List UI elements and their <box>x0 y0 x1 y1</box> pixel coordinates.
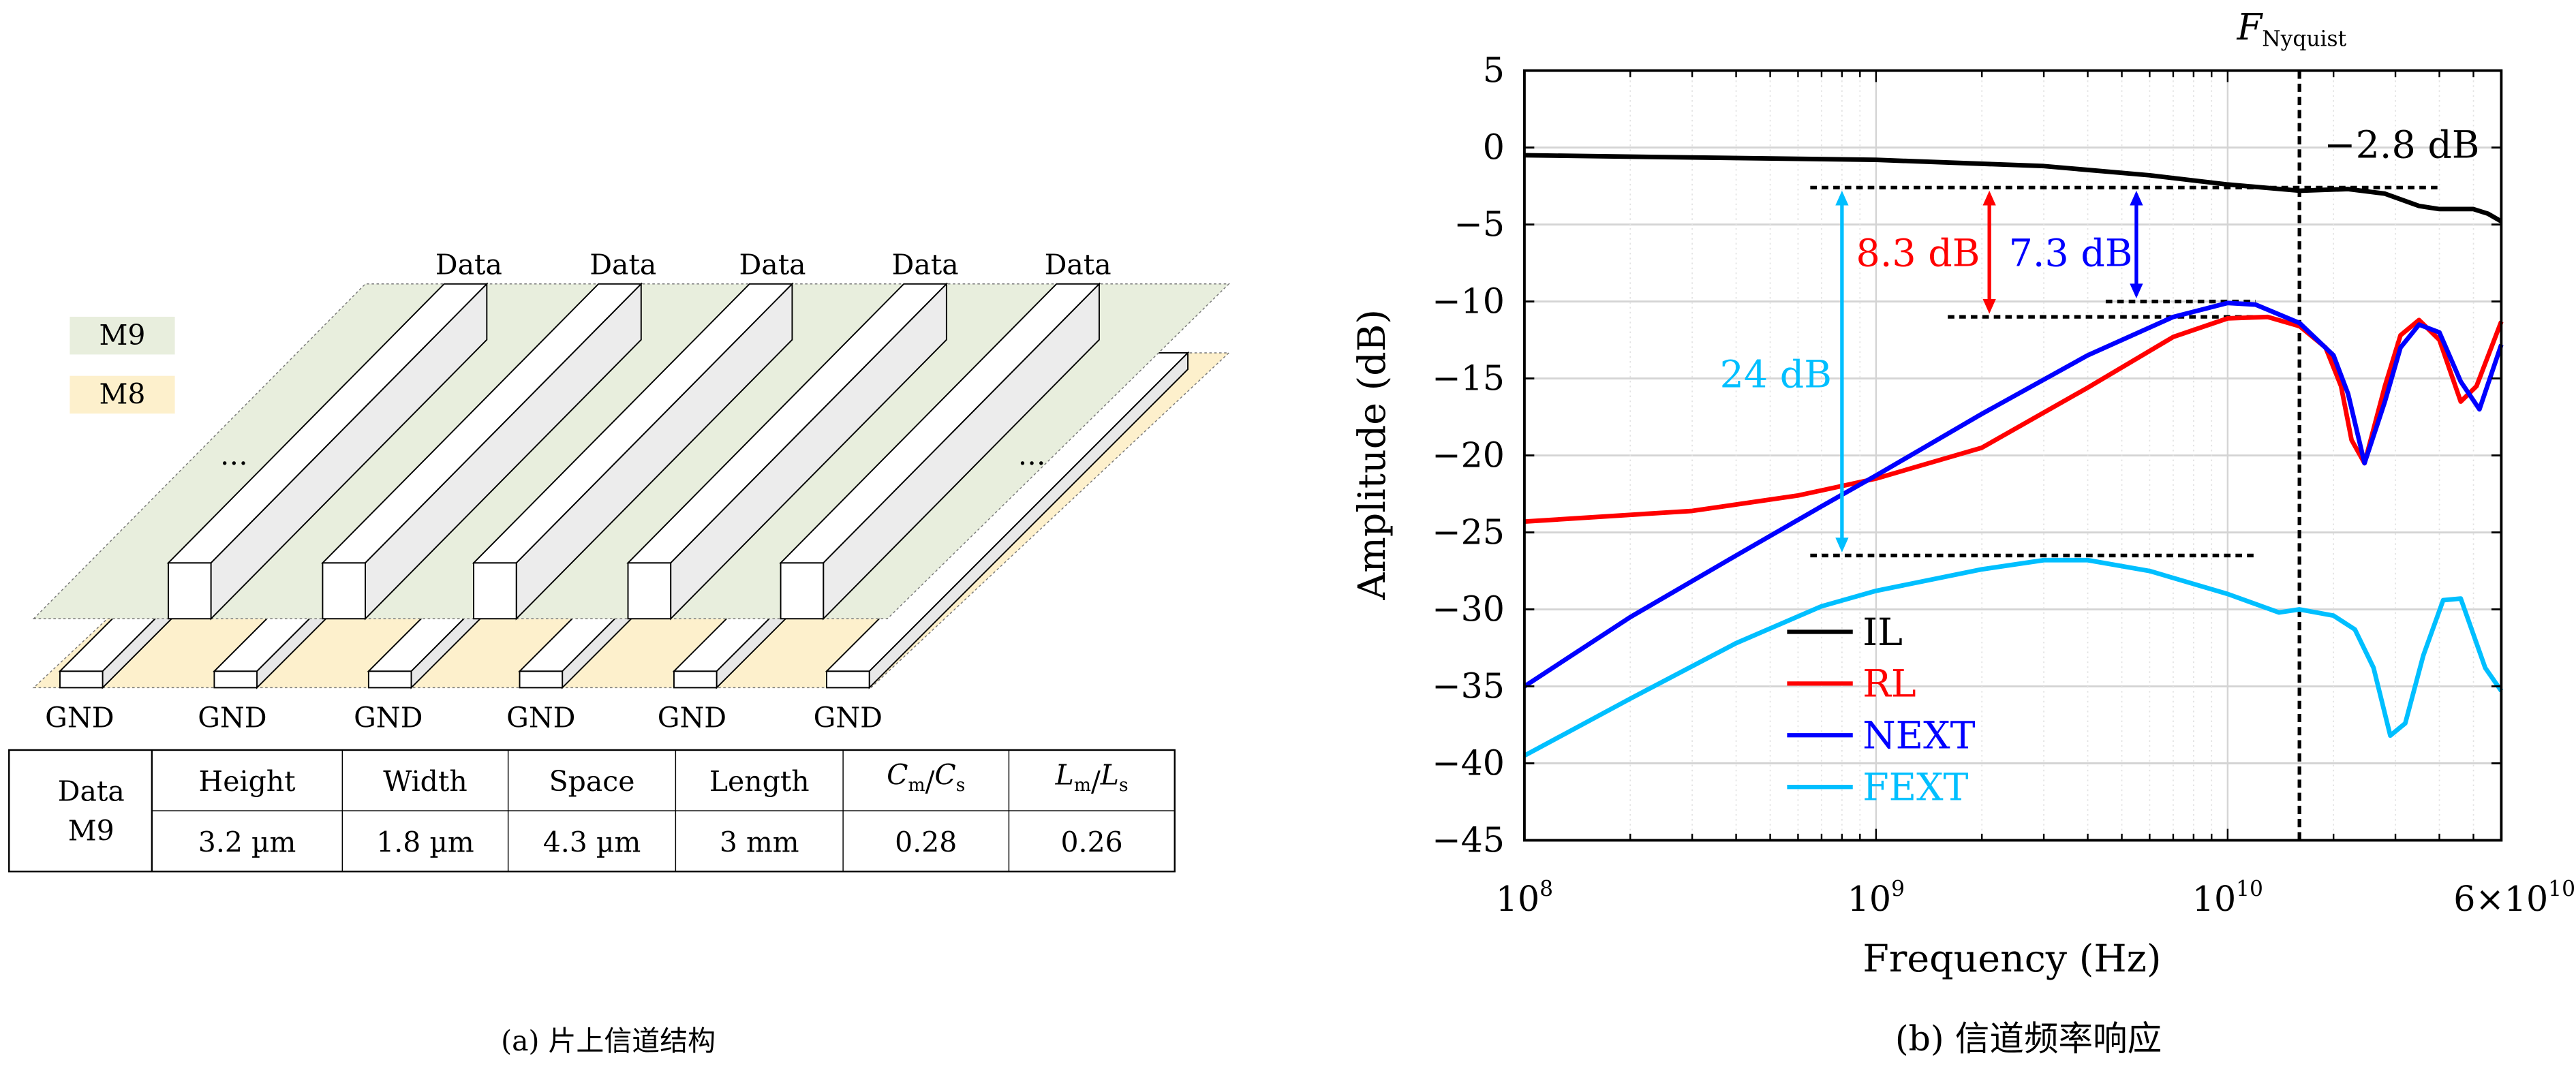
frequency-response-chart: 24 dB 8.3 dB 7.3 dB 5 0 −5 −10 −15 −20 −25 −30 −35… <box>1351 7 2575 1059</box>
table-header: Width <box>383 765 467 798</box>
y-tick-label: −20 <box>1432 435 1505 475</box>
table-row-header-m9: M9 <box>68 814 114 847</box>
y-tick-label: −15 <box>1432 358 1505 398</box>
legend-label: IL <box>1862 611 1903 655</box>
legend-item-rl: RL <box>1787 663 1916 706</box>
gap-arrow <box>2130 190 2143 299</box>
gnd-label: GND <box>45 701 114 734</box>
legend-item-next: NEXT <box>1787 715 1976 758</box>
gap-label: 24 dB <box>1720 354 1832 397</box>
legend-label: RL <box>1862 663 1916 706</box>
table-header: Length <box>709 765 810 798</box>
data-label: Data <box>1045 248 1111 281</box>
y-tick-label: 0 <box>1483 127 1505 167</box>
data-label: Data <box>892 248 959 281</box>
gnd-label: GND <box>506 701 575 734</box>
data-conductor <box>779 282 1101 621</box>
y-tick-label: −40 <box>1432 743 1505 783</box>
series-fext-line <box>1523 557 2504 758</box>
x-axis-label: Frequency (Hz) <box>1862 937 2161 981</box>
gnd-label: GND <box>658 701 726 734</box>
il-at-nyquist-annotation: −2.8 dB <box>2324 123 2479 167</box>
legend-m8-swatch <box>70 375 175 414</box>
table-header: Lm/Ls <box>1055 759 1129 798</box>
caption-b: (b) 信道频率响应 <box>1895 1018 2162 1059</box>
table-cell: 4.3 µm <box>543 826 641 858</box>
channel-structure-diagram: M9 M8 … … Data Data Data Data Data GND GND GND… <box>8 248 1231 1057</box>
gnd-label: GND <box>198 701 266 734</box>
legend-m9-label: M9 <box>99 319 146 352</box>
gnd-label: GND <box>354 701 423 734</box>
ellipsis-right: … <box>1018 439 1046 471</box>
parameter-table <box>8 749 1176 873</box>
table-header: Cm/Cs <box>887 759 965 798</box>
table-cell: 3.2 µm <box>198 826 296 858</box>
legend-item-fext: FEXT <box>1787 766 1969 809</box>
data-conductor <box>472 282 794 621</box>
caption-a: (a) 片上信道结构 <box>501 1025 716 1057</box>
legend-label: NEXT <box>1862 715 1975 758</box>
ellipsis-left: … <box>220 439 248 471</box>
y-tick-label: −25 <box>1432 512 1505 552</box>
table-header: Height <box>199 765 296 798</box>
data-conductor <box>166 282 489 621</box>
legend-label: FEXT <box>1862 766 1968 809</box>
data-label: Data <box>435 248 502 281</box>
y-tick-label: −35 <box>1432 666 1505 706</box>
legend-item-il: IL <box>1787 611 1903 655</box>
gap-arrow <box>1982 190 1996 314</box>
table-header: Space <box>549 765 635 798</box>
y-tick-label: 5 <box>1483 50 1505 90</box>
table-row-header-data: Data <box>58 775 125 808</box>
x-tick-label: 108 <box>1496 877 1553 919</box>
y-tick-label: −5 <box>1454 204 1505 244</box>
table-cell: 0.26 <box>1061 826 1123 858</box>
data-label: Data <box>589 248 656 281</box>
gap-label: 8.3 dB <box>1856 232 1980 275</box>
data-conductor <box>626 282 949 621</box>
x-tick-label: 6×1010 <box>2453 877 2575 919</box>
table-cell: 1.8 µm <box>376 826 474 858</box>
data-label: Data <box>739 248 806 281</box>
y-tick-label: −10 <box>1432 281 1505 321</box>
series-il-line <box>1524 153 2503 223</box>
gnd-conductor <box>825 351 1190 689</box>
y-tick-label: −30 <box>1432 589 1505 629</box>
x-tick-label: 109 <box>1847 877 1905 919</box>
series-next-line <box>1523 300 2504 689</box>
gap-label: 7.3 dB <box>2009 232 2133 275</box>
gap-arrow <box>1835 190 1849 552</box>
table-cell: 3 mm <box>720 826 799 858</box>
table-cell: 0.28 <box>895 826 957 858</box>
x-tick-label: 1010 <box>2192 877 2263 919</box>
legend-m8-label: M8 <box>99 378 146 411</box>
data-conductor <box>321 282 643 621</box>
legend-m9-swatch <box>70 316 175 355</box>
y-axis-label: Amplitude (dB) <box>1351 309 1394 601</box>
y-tick-label: −45 <box>1432 820 1505 860</box>
nyquist-label: FNyquist <box>2236 7 2346 52</box>
gnd-label: GND <box>814 701 883 734</box>
